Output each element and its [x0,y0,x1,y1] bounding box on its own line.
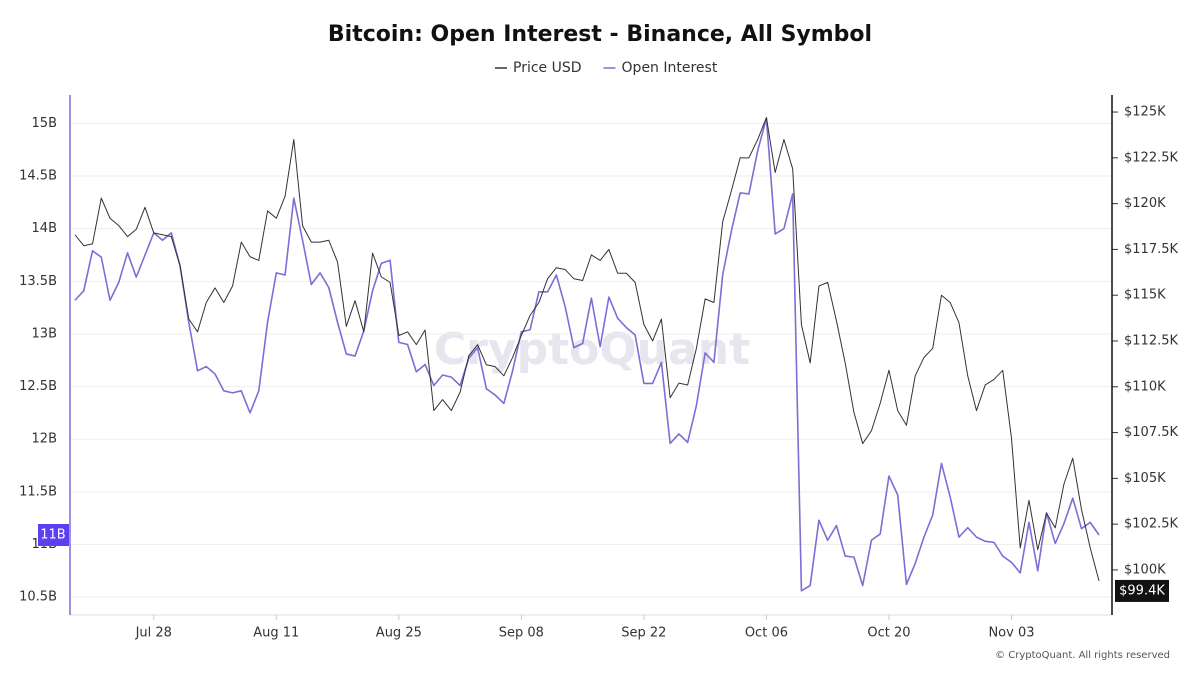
x-tick-label: Nov 03 [988,626,1034,641]
watermark: CryptoQuant [434,324,750,375]
footer: © CryptoQuant. All rights reserved [995,650,1170,661]
x-tick-label: Oct 20 [867,626,910,641]
y-tick-label: 11.5B [19,484,57,499]
y-tick-label: 15B [32,116,57,131]
y2-tick-label: $120K [1124,196,1166,211]
y-tick-label: 14.5B [19,169,57,184]
y2-tick-label: $115K [1124,288,1166,303]
y-tick-label: 12.5B [19,379,57,394]
y-tick-label: 14B [32,221,57,236]
y-tick-label: 12B [32,432,57,447]
y2-tick-label: $122.5K [1124,150,1178,165]
y2-tick-label: $107.5K [1124,425,1178,440]
y2-tick-label: $105K [1124,471,1166,486]
last-value-label: $99.4K [1119,583,1165,598]
last-value-label: 11B [40,528,65,543]
legend-label: Price USD [513,60,582,76]
y2-tick-label: $100K [1124,562,1166,577]
chart-title: Bitcoin: Open Interest - Binance, All Sy… [328,22,872,47]
x-tick-label: Aug 11 [253,626,299,641]
y-tick-label: 10.5B [19,590,57,605]
y-tick-label: 13.5B [19,274,57,289]
series-line [74,117,1100,582]
y2-tick-label: $110K [1124,379,1166,394]
x-tick-label: Oct 06 [745,626,788,641]
y2-tick-label: $102.5K [1124,517,1178,532]
x-tick-label: Sep 22 [621,626,666,641]
x-tick-label: Sep 08 [499,626,544,641]
y2-tick-label: $125K [1124,105,1166,120]
x-tick-label: Aug 25 [376,626,422,641]
y2-tick-label: $112.5K [1124,333,1178,348]
series-line [74,117,1100,592]
x-tick-label: Jul 28 [135,626,172,641]
legend-label: Open Interest [622,60,718,76]
y2-tick-label: $117.5K [1124,242,1178,257]
legend: Price USD Open Interest [495,60,718,76]
last-value-badge [1115,579,1169,602]
y-tick-label: 13B [32,326,57,341]
last-value-badge [38,524,69,546]
